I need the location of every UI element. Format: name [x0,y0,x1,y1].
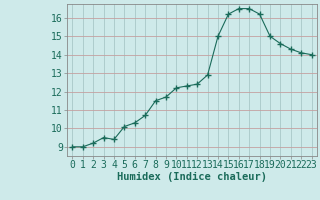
X-axis label: Humidex (Indice chaleur): Humidex (Indice chaleur) [117,172,267,182]
